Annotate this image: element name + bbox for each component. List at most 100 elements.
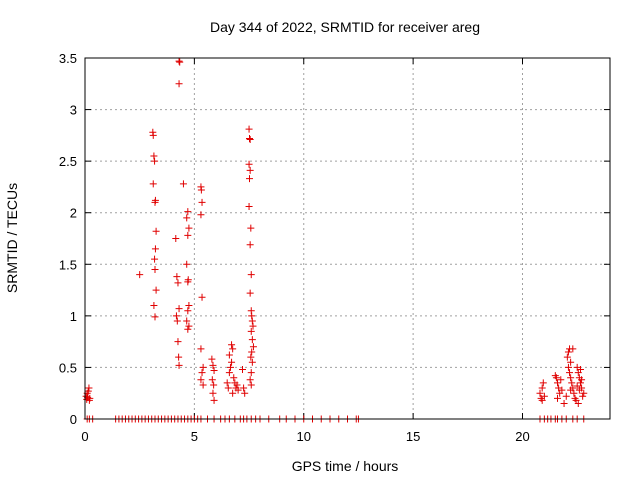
data-point [174, 279, 182, 287]
data-point [183, 317, 191, 325]
y-tick-label: 3.5 [59, 51, 77, 66]
data-point [247, 353, 255, 361]
data-point [247, 327, 255, 335]
data-point [229, 389, 237, 397]
data-point [223, 379, 231, 387]
data-point [184, 231, 192, 239]
data-point [241, 389, 249, 397]
data-point [246, 289, 254, 297]
data-point [239, 365, 246, 373]
y-tick-label: 3 [70, 103, 77, 118]
data-point [172, 312, 180, 320]
data-point [567, 386, 575, 394]
data-point [558, 386, 566, 394]
plot-frame [84, 57, 611, 420]
data-point [540, 392, 548, 400]
data-point [538, 396, 546, 404]
x-tick-label: 15 [406, 429, 420, 444]
data-point [240, 384, 248, 392]
data-point [175, 305, 183, 313]
data-point [184, 307, 192, 315]
chart-title: Day 344 of 2022, SRMTID for receiver are… [210, 19, 480, 35]
data-point [175, 80, 183, 88]
data-point [246, 175, 253, 183]
data-point [246, 166, 254, 174]
data-point [562, 392, 570, 400]
data-point [150, 152, 158, 160]
y-tick-label: 2.5 [59, 154, 77, 169]
data-point [208, 376, 216, 384]
data-point [246, 241, 254, 249]
data-point [152, 227, 160, 235]
data-point [183, 260, 191, 268]
data-point [174, 338, 182, 346]
data-point [567, 358, 575, 366]
data-point [554, 379, 561, 387]
data-point [557, 376, 565, 384]
data-point [198, 198, 206, 206]
data-point [564, 363, 572, 371]
y-tick-label: 1 [70, 309, 77, 324]
data-point [149, 131, 157, 139]
data-point [228, 341, 236, 349]
data-point [85, 384, 93, 392]
data-point [183, 214, 191, 222]
data-point [539, 379, 547, 387]
data-point [575, 386, 583, 394]
data-point [225, 351, 233, 359]
data-point [563, 353, 571, 361]
data-point [554, 394, 561, 402]
data-point [247, 369, 255, 377]
data-point [86, 394, 94, 402]
data-point [229, 345, 237, 353]
data-point [246, 134, 253, 142]
data-point [151, 157, 159, 165]
data-point [224, 384, 232, 392]
data-point [199, 363, 207, 371]
data-point [82, 392, 90, 400]
data-point [249, 343, 257, 351]
data-point [179, 180, 187, 188]
data-point [578, 376, 586, 384]
data-point [209, 389, 217, 397]
data-point [197, 345, 205, 353]
data-point [197, 376, 205, 384]
data-point [245, 203, 253, 211]
data-point [564, 348, 572, 356]
data-point [184, 278, 192, 286]
data-point [228, 358, 236, 366]
data-point [573, 382, 581, 390]
data-point [210, 396, 218, 404]
data-point [538, 384, 546, 392]
data-point [198, 369, 206, 377]
axis-ticks: 0 0.5 1 1.5 2 2.5 3 3.5 0 5 10 15 20 [59, 51, 610, 444]
data-point [185, 322, 193, 330]
data-point [233, 381, 241, 389]
data-point [579, 392, 587, 400]
data-point [151, 265, 159, 273]
data-point [184, 325, 192, 333]
grid-lines [85, 58, 610, 419]
x-tick-label: 10 [297, 429, 311, 444]
data-point [247, 224, 255, 232]
data-point [176, 58, 184, 66]
data-point [185, 302, 193, 310]
data-point [175, 57, 183, 65]
data-point [175, 353, 183, 361]
data-point [248, 317, 256, 325]
data-point [245, 125, 253, 133]
data-point [197, 211, 205, 219]
data-point [248, 336, 256, 344]
data-point [198, 293, 206, 301]
data-point [173, 317, 181, 325]
data-point [84, 387, 92, 395]
data-point [536, 389, 544, 397]
data-point [199, 381, 207, 389]
x-tick-label: 20 [515, 429, 529, 444]
y-axis-label: SRMTID / TECUs [4, 183, 20, 293]
data-point [245, 160, 253, 168]
data-point [248, 358, 256, 366]
data-point [225, 369, 233, 377]
data-point [246, 376, 254, 384]
